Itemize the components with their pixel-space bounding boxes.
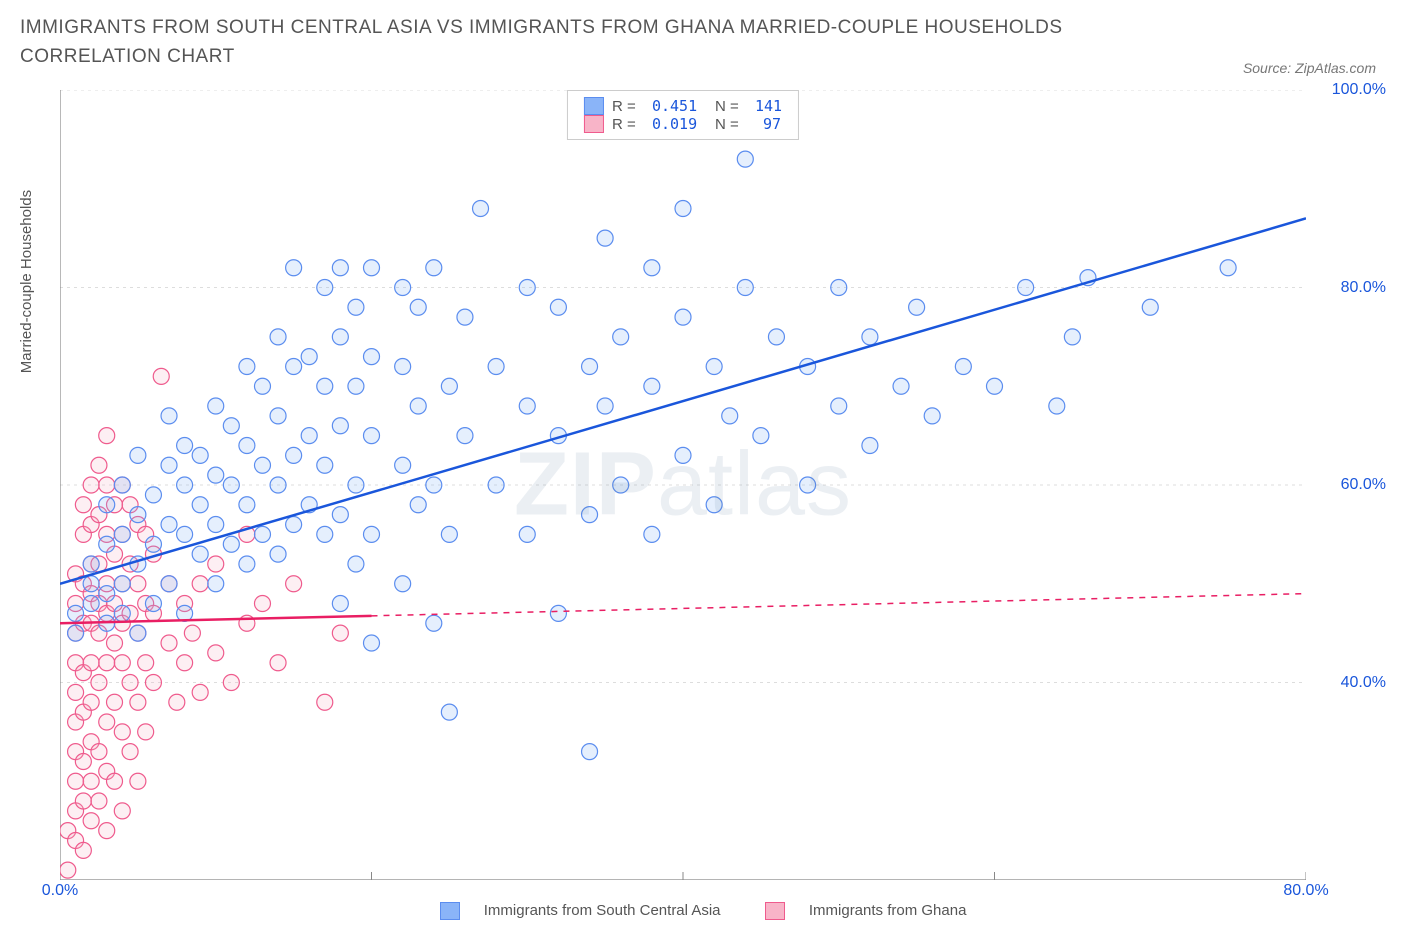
y-tick-label: 100.0% bbox=[1332, 81, 1386, 99]
legend-n-label: N = bbox=[715, 116, 747, 133]
chart-title: IMMIGRANTS FROM SOUTH CENTRAL ASIA VS IM… bbox=[20, 14, 1120, 71]
y-tick-label: 60.0% bbox=[1341, 476, 1386, 494]
y-axis-label: Married-couple Households bbox=[18, 190, 35, 373]
legend-r-label: R = bbox=[612, 98, 644, 115]
stats-legend-row-2: R = 0.019 N = 97 bbox=[584, 115, 782, 133]
plot-area: R = 0.451 N = 141 R = 0.019 N = 97 ZIPat… bbox=[60, 90, 1306, 880]
bottom-legend-label-ghana: Immigrants from Ghana bbox=[809, 902, 967, 919]
legend-n-value-ghana: 97 bbox=[755, 115, 781, 133]
source-label: Source: ZipAtlas.com bbox=[1243, 60, 1376, 76]
y-tick-label: 40.0% bbox=[1341, 674, 1386, 692]
bottom-legend-item-asia: Immigrants from South Central Asia bbox=[430, 902, 735, 919]
bottom-legend: Immigrants from South Central Asia Immig… bbox=[0, 902, 1406, 920]
legend-r-value-asia: 0.451 bbox=[652, 97, 707, 115]
legend-r-value-ghana: 0.019 bbox=[652, 115, 707, 133]
legend-n-label: N = bbox=[715, 98, 747, 115]
chart-wrapper: IMMIGRANTS FROM SOUTH CENTRAL ASIA VS IM… bbox=[0, 0, 1406, 930]
scatter-chart-svg bbox=[60, 90, 1306, 880]
stats-legend: R = 0.451 N = 141 R = 0.019 N = 97 bbox=[567, 90, 799, 140]
legend-swatch-asia bbox=[440, 902, 460, 920]
legend-n-value-asia: 141 bbox=[755, 97, 782, 115]
bottom-legend-item-ghana: Immigrants from Ghana bbox=[755, 902, 977, 919]
x-tick-label: 0.0% bbox=[42, 882, 78, 900]
x-tick-label: 80.0% bbox=[1283, 882, 1328, 900]
legend-swatch-ghana bbox=[765, 902, 785, 920]
bottom-legend-label-asia: Immigrants from South Central Asia bbox=[484, 902, 721, 919]
legend-swatch-asia bbox=[584, 97, 604, 115]
y-tick-label: 80.0% bbox=[1341, 279, 1386, 297]
stats-legend-row-1: R = 0.451 N = 141 bbox=[584, 97, 782, 115]
legend-r-label: R = bbox=[612, 116, 644, 133]
legend-swatch-ghana bbox=[584, 115, 604, 133]
